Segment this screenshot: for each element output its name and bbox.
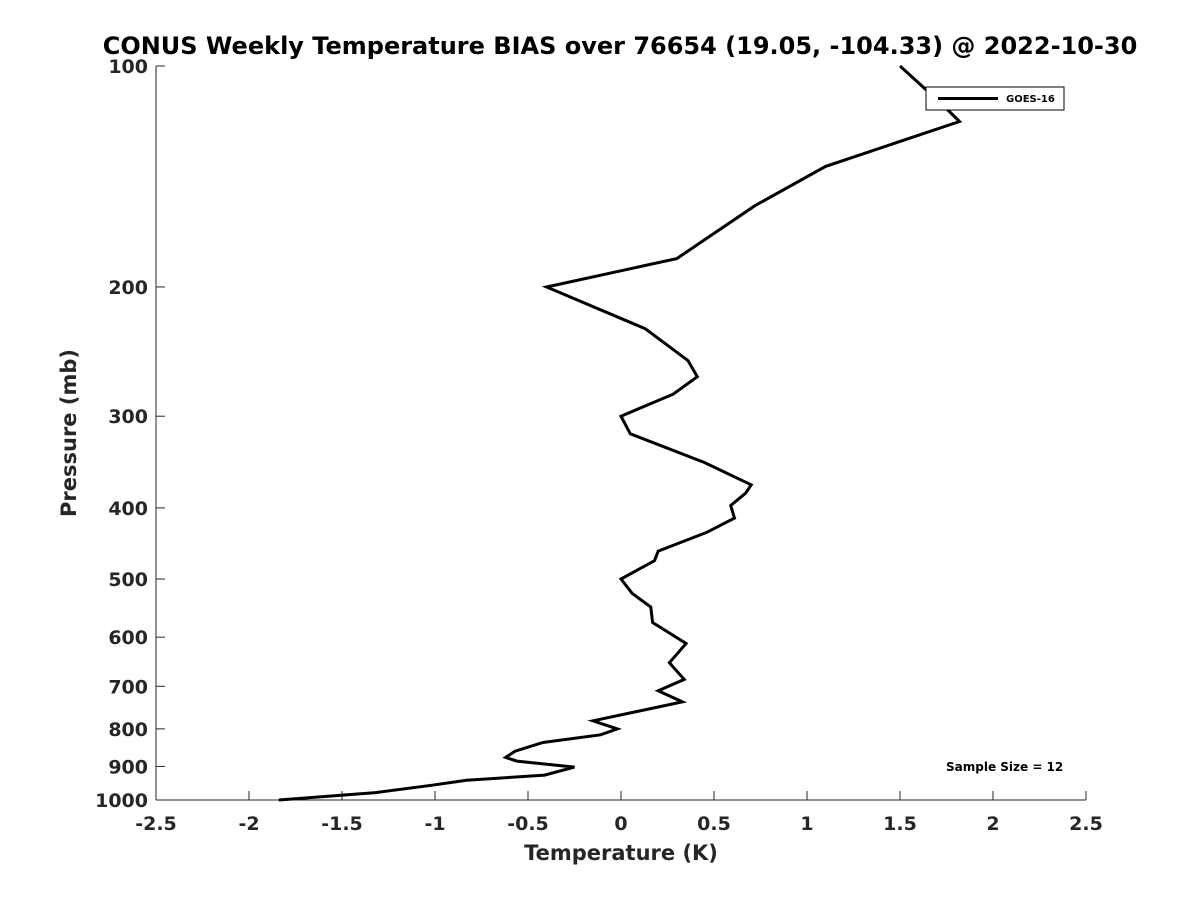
series-line-goes-16	[278, 64, 963, 802]
x-ticks: -2.5 -2 -1.5 -1 -0.5 0 0.5 1 1.5 2 2.5	[135, 791, 1103, 835]
y-tick-label: 900	[108, 756, 148, 778]
y-tick-label: 300	[108, 406, 148, 428]
series-group	[278, 64, 963, 802]
sample-size-annotation: Sample Size = 12	[946, 760, 1063, 774]
x-tick-label: 2.5	[1069, 813, 1103, 835]
x-tick-label: 0.5	[697, 813, 731, 835]
x-tick-label: 1.5	[883, 813, 917, 835]
x-tick-label: -2	[238, 813, 259, 835]
y-tick-label: 400	[108, 498, 148, 520]
x-tick-label: -0.5	[507, 813, 549, 835]
x-tick-label: -1.5	[321, 813, 363, 835]
legend: GOES-16	[925, 86, 1065, 111]
legend-label: GOES-16	[1006, 94, 1055, 105]
axes	[155, 66, 1086, 801]
x-tick-label: -2.5	[135, 813, 177, 835]
x-tick-label: 2	[986, 813, 999, 835]
y-tick-label: 100	[108, 56, 148, 78]
x-tick-label: 0	[614, 813, 627, 835]
y-tick-label: 1000	[95, 790, 148, 812]
y-tick-label: 700	[108, 676, 148, 698]
x-axis-label: Temperature (K)	[524, 841, 718, 865]
y-tick-label: 500	[108, 569, 148, 591]
x-tick-label: 1	[800, 813, 813, 835]
chart-title: CONUS Weekly Temperature BIAS over 76654…	[103, 32, 1138, 60]
y-ticks: 100 200 300 400 500 600 700 800 900 1000	[95, 56, 165, 812]
y-tick-label: 800	[108, 719, 148, 741]
x-tick-label: -1	[424, 813, 445, 835]
y-tick-label: 600	[108, 627, 148, 649]
y-tick-label: 200	[108, 277, 148, 299]
y-axis-label: Pressure (mb)	[57, 349, 81, 517]
